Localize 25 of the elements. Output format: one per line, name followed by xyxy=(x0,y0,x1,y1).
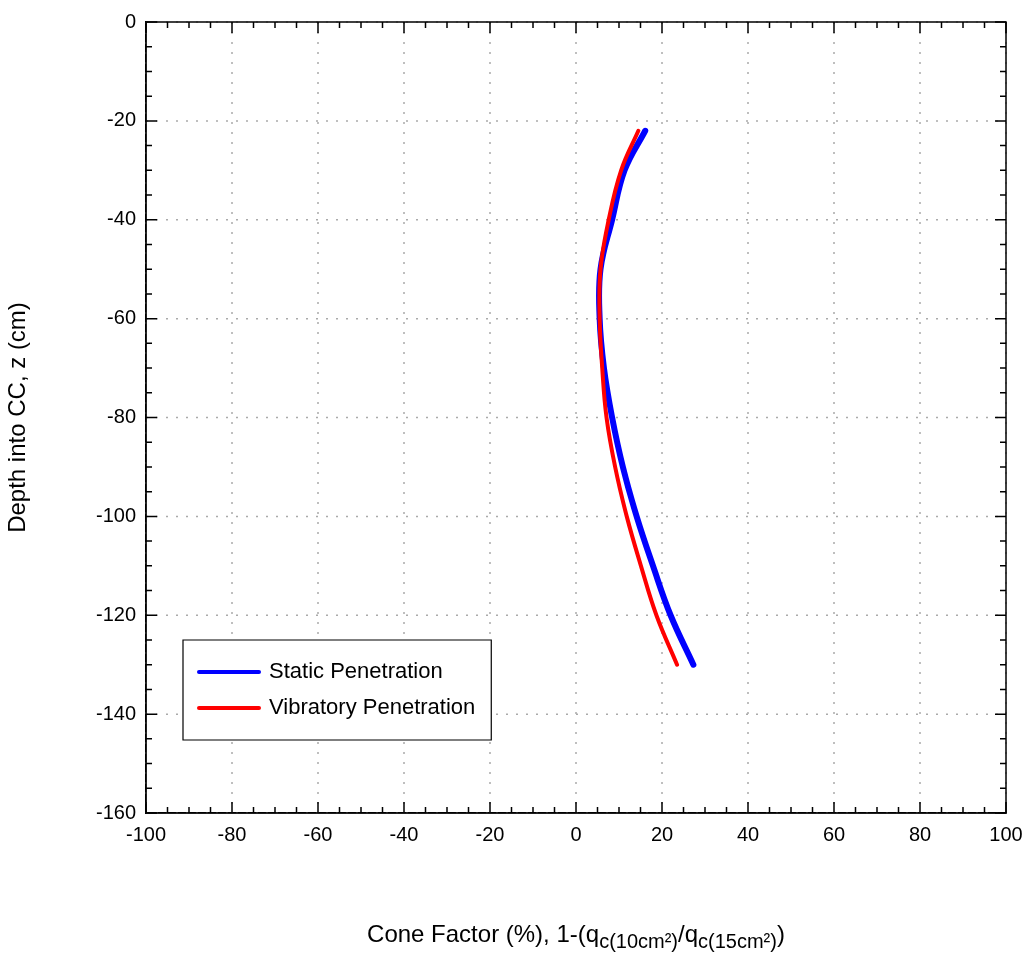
x-tick-label: -80 xyxy=(217,822,247,845)
line-series xyxy=(597,128,680,667)
y-tick-label: -120 xyxy=(95,602,136,625)
x-tick-label: -40 xyxy=(389,822,419,845)
y-tick-label: -20 xyxy=(107,108,136,131)
x-tick-label: -60 xyxy=(303,822,333,845)
y-tick-label: -100 xyxy=(95,503,136,526)
y-tick-label: -60 xyxy=(107,306,136,329)
x-tick-label: -100 xyxy=(125,822,167,845)
y-tick-label: -40 xyxy=(107,207,136,230)
x-tick-label: -20 xyxy=(475,822,505,845)
y-tick-label: -160 xyxy=(95,800,136,823)
y-axis-title: Depth into CC, z (cm) xyxy=(3,302,31,533)
legend-label: Vibratory Penetration xyxy=(269,694,476,720)
x-tick-label: 80 xyxy=(908,822,932,845)
legend-label: Static Penetration xyxy=(269,658,443,684)
x-tick-label: 100 xyxy=(989,822,1023,845)
x-tick-label: 60 xyxy=(822,822,846,845)
x-tick-label: 0 xyxy=(570,822,582,845)
y-tick-label: 0 xyxy=(124,9,136,32)
x-tick-label: 20 xyxy=(650,822,674,845)
y-tick-label: -80 xyxy=(107,405,136,428)
x-axis-title: Cone Factor (%), 1-(q$_{c(10cm²)}$/q$_{c(15cm²)}$) xyxy=(366,920,786,953)
y-tick-label: -140 xyxy=(95,701,136,724)
x-tick-label: 40 xyxy=(736,822,760,845)
